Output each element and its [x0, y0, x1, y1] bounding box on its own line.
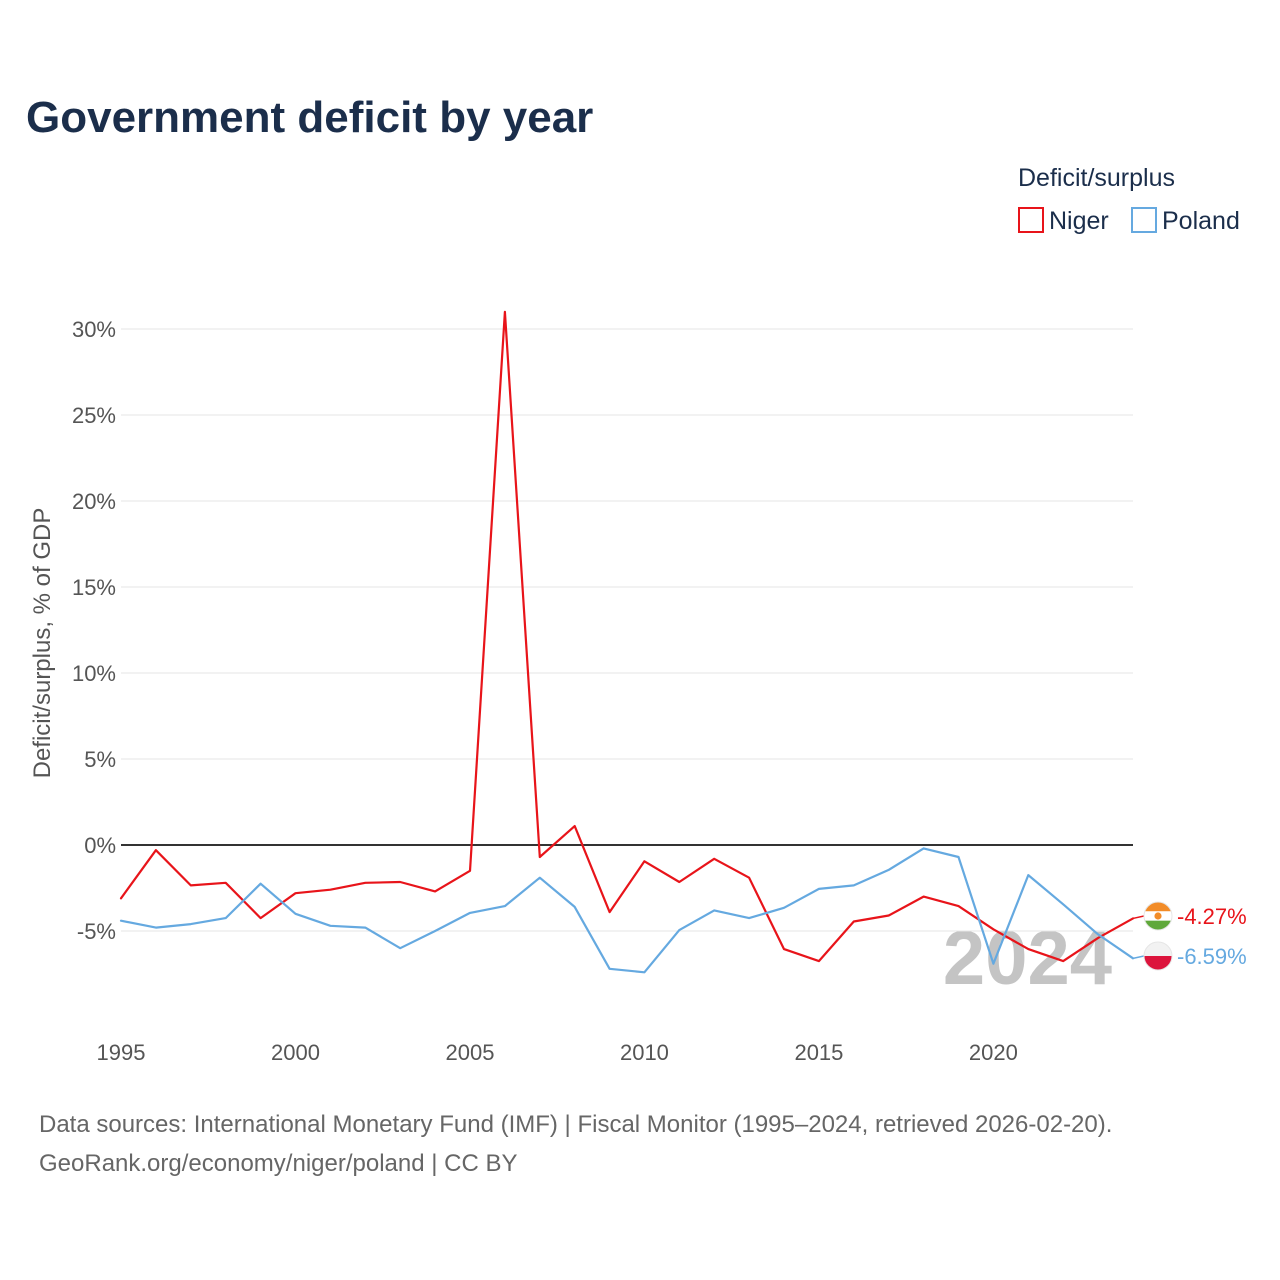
year-watermark: 2024 — [943, 916, 1112, 1001]
y-tick-labels: -5% 0% 5% 10% 15% 20% 25% 30% — [72, 317, 116, 944]
legend-swatch-niger — [1018, 207, 1044, 233]
y-tick-label: 15% — [72, 575, 116, 600]
poland-flag — [1143, 941, 1173, 971]
y-tick-label: 20% — [72, 489, 116, 514]
x-tick-label: 2015 — [794, 1040, 843, 1065]
series-layer — [119, 310, 1145, 974]
y-tick-label: 10% — [72, 661, 116, 686]
x-tick-labels: 1995 2000 2005 2010 2015 2020 — [97, 1040, 1018, 1065]
source-text: Data sources: International Monetary Fun… — [39, 1111, 1112, 1138]
x-tick-label: 2000 — [271, 1040, 320, 1065]
chart-title: Government deficit by year — [26, 93, 593, 142]
end-label-niger: -4.27% — [1177, 904, 1247, 929]
legend-swatch-poland — [1131, 207, 1157, 233]
y-tick-label: -5% — [77, 919, 116, 944]
legend-item-niger[interactable]: Niger — [1018, 207, 1109, 235]
legend-title: Deficit/surplus — [1018, 164, 1175, 192]
x-tick-label: 2005 — [445, 1040, 494, 1065]
y-tick-label: 30% — [72, 317, 116, 342]
y-tick-label: 5% — [84, 747, 116, 772]
x-tick-label: 2020 — [969, 1040, 1018, 1065]
x-tick-label: 2010 — [620, 1040, 669, 1065]
legend-item-poland[interactable]: Poland — [1131, 207, 1240, 235]
credit-text: GeoRank.org/economy/niger/poland | CC BY — [39, 1150, 518, 1177]
niger-flag — [1143, 901, 1173, 931]
legend-label-poland: Poland — [1162, 207, 1240, 235]
series-line-poland — [119, 847, 1135, 974]
end-connector-poland — [1132, 955, 1145, 960]
legend-label-niger: Niger — [1049, 207, 1109, 235]
y-tick-label: 0% — [84, 833, 116, 858]
y-tick-label: 25% — [72, 403, 116, 428]
end-label-poland: -6.59% — [1177, 944, 1247, 969]
series-line-niger — [119, 310, 1135, 963]
legend: Deficit/surplus Niger Poland — [1018, 164, 1240, 235]
y-axis-label: Deficit/surplus, % of GDP — [29, 508, 56, 779]
x-tick-label: 1995 — [97, 1040, 146, 1065]
gridlines — [121, 328, 1133, 932]
end-connector-niger — [1132, 915, 1145, 920]
